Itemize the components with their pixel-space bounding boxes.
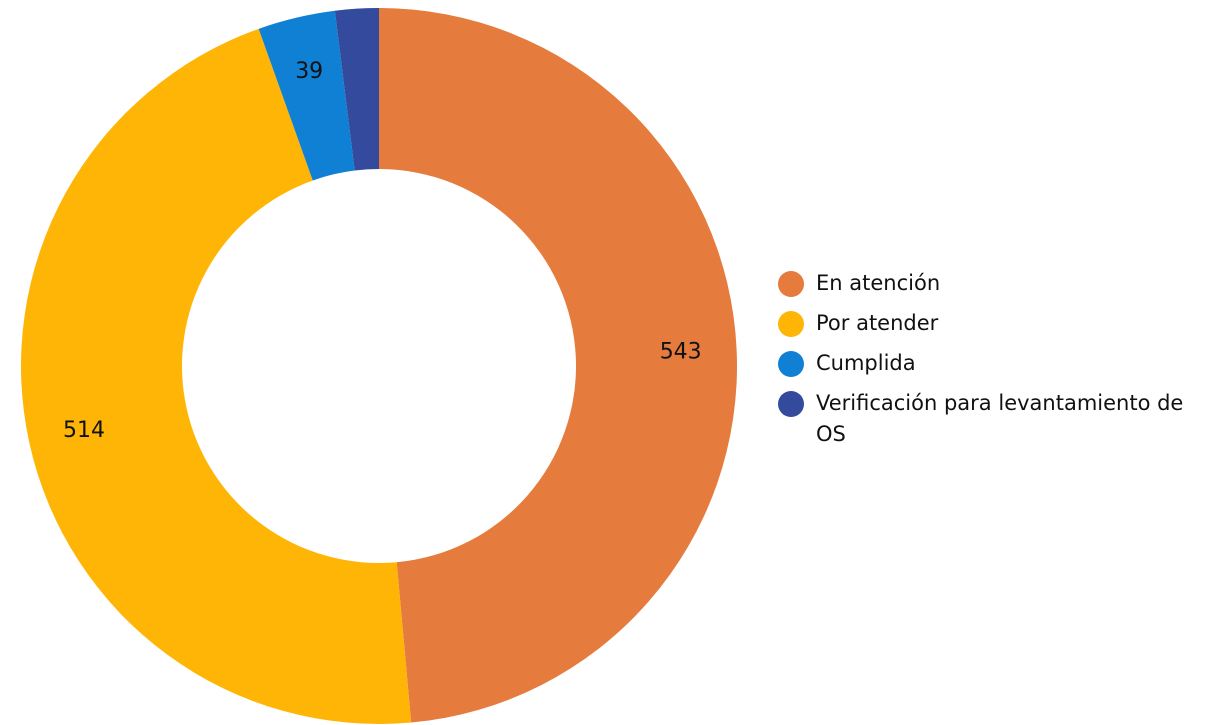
legend-label: Cumplida — [816, 351, 916, 375]
data-label: 514 — [63, 418, 105, 443]
data-label: 543 — [660, 339, 702, 364]
slice — [258, 10, 355, 181]
data-label: 39 — [295, 59, 323, 84]
slice — [334, 8, 379, 171]
legend-marker — [778, 351, 804, 377]
legend-label: Verificación para levantamiento de OS — [816, 391, 1184, 446]
donut-area: 543 514 39 — [20, 8, 737, 724]
slice — [20, 28, 412, 724]
slice — [379, 8, 737, 723]
legend-marker — [778, 271, 804, 297]
legend-item: Cumplida — [778, 348, 1188, 379]
legend-item: En atención — [778, 268, 1188, 299]
legend-marker — [778, 391, 804, 417]
legend-label: Por atender — [816, 311, 939, 335]
legend-label: En atención — [816, 271, 941, 295]
legend-marker — [778, 311, 804, 337]
legend-item: Verificación para levantamiento de OS — [778, 388, 1188, 450]
legend-item: Por atender — [778, 308, 1188, 339]
legend: En atención Por atender Cumplida Verificaci… — [778, 268, 1188, 459]
